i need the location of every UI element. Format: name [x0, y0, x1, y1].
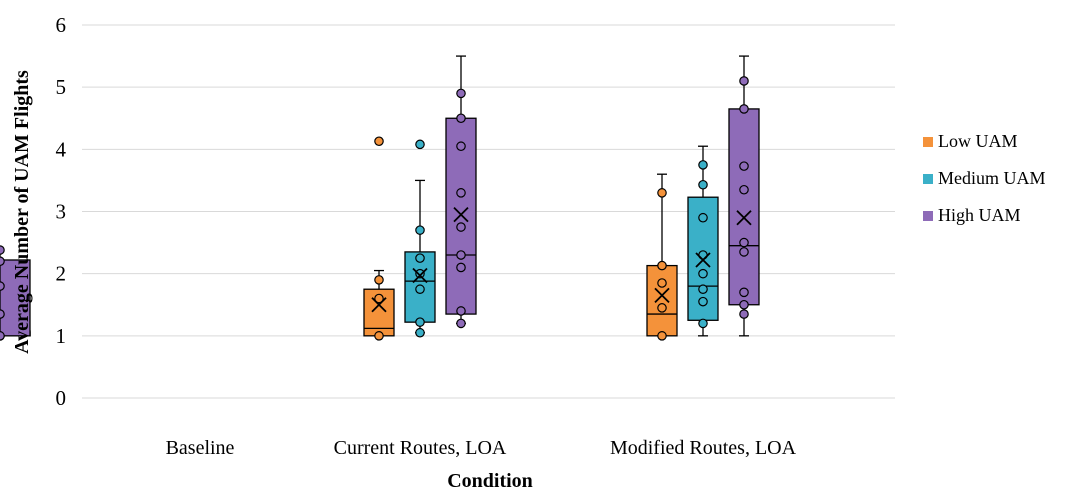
x-category-label: Current Routes, LOA — [334, 437, 507, 459]
y-tick-label: 6 — [56, 13, 67, 37]
mean-marker — [371, 297, 387, 313]
y-tick-label: 2 — [56, 262, 67, 286]
data-point — [374, 293, 384, 304]
data-point — [374, 331, 384, 341]
box-low-uam — [363, 136, 395, 341]
x-category-label: Modified Routes, LOA — [610, 437, 797, 459]
data-point — [698, 179, 708, 190]
data-point — [698, 296, 708, 307]
data-point — [456, 188, 466, 198]
data-point — [698, 160, 708, 170]
data-point — [415, 268, 425, 279]
data-point — [698, 318, 708, 329]
data-point — [0, 256, 5, 267]
data-point — [456, 113, 466, 124]
data-point — [698, 284, 708, 295]
data-point — [739, 299, 749, 310]
data-point — [415, 139, 425, 150]
data-point — [0, 281, 5, 291]
data-point — [698, 268, 708, 279]
data-point — [657, 278, 667, 288]
y-tick-label: 1 — [56, 324, 67, 348]
box-iqr — [728, 108, 760, 306]
legend-label: Medium UAM — [938, 168, 1046, 188]
data-point — [415, 253, 425, 263]
data-point — [739, 104, 749, 114]
data-point — [0, 309, 5, 319]
data-point — [456, 306, 466, 316]
y-tick-label: 3 — [56, 200, 67, 224]
data-point — [456, 222, 466, 232]
mean-marker — [695, 252, 711, 268]
box-medium-uam — [687, 145, 719, 337]
box-high-uam — [728, 55, 760, 337]
mean-marker — [654, 287, 670, 304]
data-point — [657, 188, 667, 198]
data-point — [739, 76, 749, 86]
x-category-label: Baseline — [166, 437, 235, 459]
data-point — [739, 184, 749, 195]
legend-label: Low UAM — [938, 131, 1018, 151]
y-tick-label: 0 — [56, 386, 67, 410]
gridlines — [82, 24, 895, 337]
data-point — [0, 331, 5, 341]
data-point — [415, 317, 425, 327]
data-point — [456, 262, 466, 273]
mean-marker — [736, 210, 752, 226]
box-medium-uam — [404, 139, 436, 338]
data-point — [0, 245, 5, 255]
data-point — [456, 318, 466, 329]
legend: Low UAM Medium UAM High UAM — [923, 131, 1046, 225]
data-point — [456, 250, 466, 260]
box-series — [0, 55, 760, 341]
box-iqr — [646, 264, 678, 337]
data-point — [415, 225, 425, 235]
box-low-uam — [646, 173, 678, 341]
data-point — [657, 260, 667, 271]
y-axis-title: Average Number of UAM Flights — [11, 70, 33, 354]
mean-marker — [412, 267, 428, 284]
data-point — [739, 237, 749, 248]
box-high-uam — [445, 55, 477, 329]
x-axis-category-labels: Baseline Current Routes, LOA Modified Rout… — [166, 437, 797, 459]
box-high-uam — [0, 245, 31, 341]
box-iqr — [0, 259, 31, 337]
data-point — [739, 309, 749, 319]
legend-swatch — [923, 211, 933, 221]
data-point — [657, 303, 667, 313]
data-point — [739, 287, 749, 298]
data-point — [739, 247, 749, 257]
data-point — [456, 141, 466, 152]
data-point — [739, 161, 749, 171]
data-point — [415, 327, 425, 338]
y-tick-label: 4 — [56, 137, 67, 161]
y-axis-tick-labels: 0 1 2 3 4 5 6 — [56, 13, 67, 410]
x-axis-title: Condition — [447, 470, 533, 491]
legend-swatch — [923, 137, 933, 147]
y-tick-label: 5 — [56, 75, 67, 99]
data-point — [374, 275, 384, 285]
data-point — [415, 284, 425, 295]
legend-swatch — [923, 174, 933, 184]
mean-marker — [453, 206, 469, 223]
data-point — [374, 136, 384, 147]
legend-label: High UAM — [938, 205, 1021, 225]
data-point — [698, 212, 708, 223]
data-point — [456, 88, 466, 99]
data-point — [657, 331, 667, 341]
